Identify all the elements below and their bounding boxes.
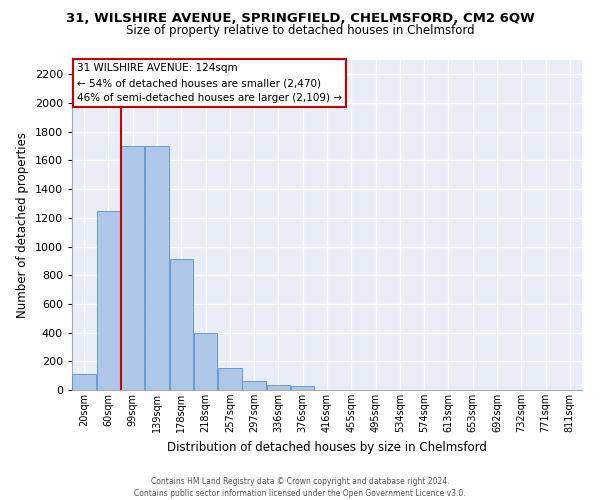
Bar xyxy=(97,210,120,390)
Bar xyxy=(145,146,169,390)
Bar xyxy=(242,380,266,390)
Y-axis label: Number of detached properties: Number of detached properties xyxy=(16,132,29,318)
Text: Size of property relative to detached houses in Chelmsford: Size of property relative to detached ho… xyxy=(125,24,475,37)
Text: Contains HM Land Registry data © Crown copyright and database right 2024.
Contai: Contains HM Land Registry data © Crown c… xyxy=(134,476,466,498)
Text: 31, WILSHIRE AVENUE, SPRINGFIELD, CHELMSFORD, CM2 6QW: 31, WILSHIRE AVENUE, SPRINGFIELD, CHELMS… xyxy=(65,12,535,26)
Bar xyxy=(291,386,314,390)
Bar xyxy=(170,260,193,390)
Bar xyxy=(194,332,217,390)
Text: 31 WILSHIRE AVENUE: 124sqm
← 54% of detached houses are smaller (2,470)
46% of s: 31 WILSHIRE AVENUE: 124sqm ← 54% of deta… xyxy=(77,64,342,103)
Bar xyxy=(266,385,290,390)
Bar xyxy=(73,374,96,390)
X-axis label: Distribution of detached houses by size in Chelmsford: Distribution of detached houses by size … xyxy=(167,440,487,454)
Bar xyxy=(218,368,242,390)
Bar xyxy=(121,146,145,390)
